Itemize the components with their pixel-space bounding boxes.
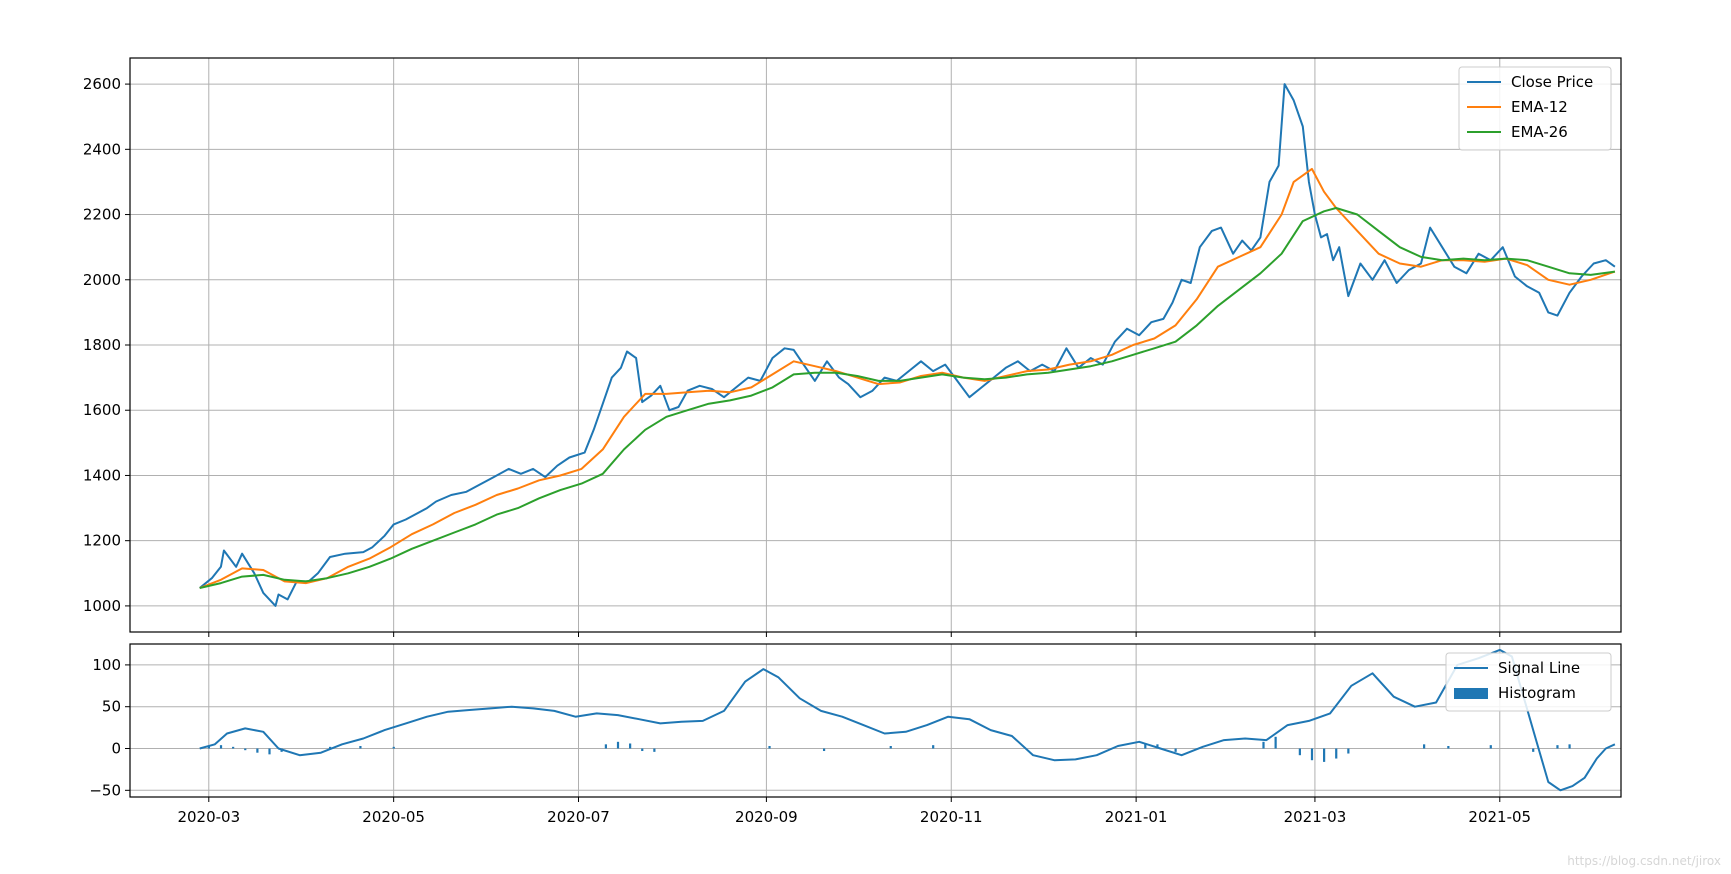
series-line-close-price bbox=[199, 83, 1616, 607]
histogram-bar bbox=[392, 746, 395, 749]
y-tick-label: 50 bbox=[102, 698, 121, 716]
x-tick-label: 2020-03 bbox=[177, 808, 240, 826]
legend: Signal Line Histogram bbox=[1445, 652, 1612, 712]
histogram-bar bbox=[1347, 748, 1350, 754]
x-tick-label: 2020-05 bbox=[362, 808, 425, 826]
histogram-bar bbox=[1447, 746, 1450, 749]
y-tick-label: −50 bbox=[89, 781, 121, 799]
histogram-bar bbox=[641, 748, 644, 752]
histogram-bar bbox=[768, 746, 771, 749]
histogram-bar bbox=[280, 748, 283, 752]
y-tick-label: 2400 bbox=[83, 140, 121, 158]
histogram-bar bbox=[1532, 748, 1535, 752]
y-tick-label: 2600 bbox=[83, 75, 121, 93]
series-line-ema-26 bbox=[199, 207, 1616, 589]
axes-frame bbox=[129, 643, 1622, 798]
series-line-ema-12 bbox=[199, 167, 1616, 589]
histogram-bar bbox=[359, 746, 362, 749]
histogram-bar bbox=[1174, 748, 1177, 752]
histogram-bar bbox=[616, 741, 620, 749]
y-tick-label: 0 bbox=[111, 740, 121, 758]
histogram-bar bbox=[1144, 743, 1147, 749]
histogram-bar bbox=[1335, 748, 1338, 759]
price-panel: 1000 1200 1400 1600 1800 2000 2200 2400 2600 Clos… bbox=[83, 57, 1622, 637]
y-tick-label: 1000 bbox=[83, 597, 121, 615]
legend-label: EMA-12 bbox=[1511, 98, 1568, 116]
histogram-bar bbox=[822, 748, 826, 752]
histogram-bar bbox=[329, 746, 332, 749]
legend: Close Price EMA-12 EMA-26 bbox=[1458, 66, 1612, 151]
y-tick-label: 1800 bbox=[83, 336, 121, 354]
histogram-bar bbox=[1298, 748, 1301, 756]
histogram-bar bbox=[1423, 744, 1426, 749]
histogram-bar bbox=[889, 746, 892, 749]
y-tick-label: 100 bbox=[92, 656, 121, 674]
legend-label: EMA-26 bbox=[1511, 123, 1568, 141]
histogram-bar bbox=[1323, 748, 1326, 762]
histogram-bar bbox=[1310, 748, 1314, 761]
y-tick-label: 1400 bbox=[83, 466, 121, 484]
histogram-bar bbox=[256, 748, 259, 753]
histogram-bar bbox=[1262, 741, 1265, 749]
histogram-bar bbox=[232, 746, 235, 749]
histogram-bar bbox=[653, 748, 656, 752]
histogram-bar bbox=[1274, 736, 1277, 749]
legend-box bbox=[1458, 66, 1612, 151]
histogram-bar bbox=[219, 745, 223, 749]
series-line-signal-line bbox=[199, 648, 1616, 792]
x-tick-label: 2021-05 bbox=[1468, 808, 1531, 826]
y-tick-label: 1600 bbox=[83, 401, 121, 419]
x-tick-label: 2020-07 bbox=[547, 808, 610, 826]
legend-label: Close Price bbox=[1511, 73, 1593, 91]
x-tick-label: 2020-09 bbox=[735, 808, 798, 826]
histogram-bar bbox=[629, 743, 632, 749]
x-tick-label: 2020-11 bbox=[920, 808, 983, 826]
legend-label: Signal Line bbox=[1498, 659, 1580, 677]
histogram-bar bbox=[1156, 744, 1159, 749]
histogram-bar bbox=[1568, 744, 1571, 749]
macd-panel: −50 0 50 100 2020-03 2020-05 2020-07 2020-09 202… bbox=[89, 643, 1622, 826]
histogram-bar bbox=[932, 745, 935, 749]
histogram-bar bbox=[268, 748, 271, 755]
legend-label: Histogram bbox=[1498, 684, 1576, 702]
histogram-bar bbox=[1556, 745, 1559, 749]
x-tick-label: 2021-01 bbox=[1105, 808, 1168, 826]
histogram-bar bbox=[207, 746, 210, 749]
x-tick-label: 2021-03 bbox=[1284, 808, 1347, 826]
histogram-bar bbox=[1489, 745, 1492, 749]
watermark-text: https://blog.csdn.net/jirox bbox=[1567, 854, 1721, 868]
histogram-bar bbox=[244, 748, 247, 751]
histogram-bar bbox=[604, 744, 607, 749]
legend-swatch-histogram bbox=[1454, 688, 1488, 699]
y-tick-label: 2000 bbox=[83, 271, 121, 289]
y-tick-label: 1200 bbox=[83, 532, 121, 550]
y-tick-label: 2200 bbox=[83, 206, 121, 224]
